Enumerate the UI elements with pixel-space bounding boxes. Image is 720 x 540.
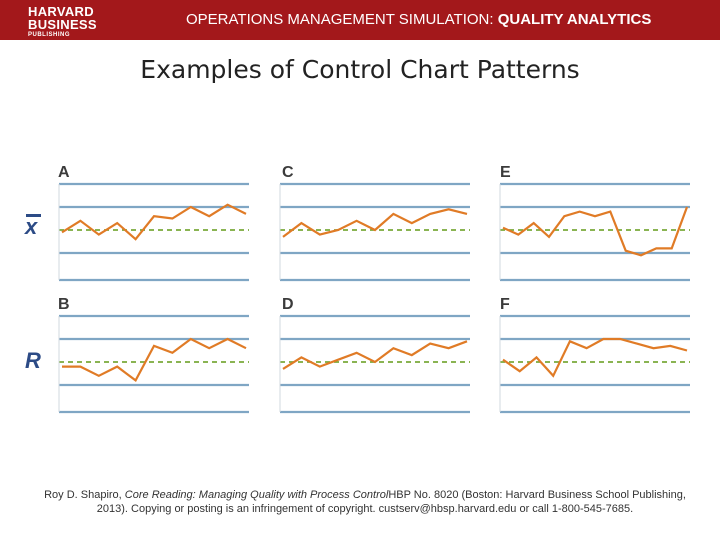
- header-title: OPERATIONS MANAGEMENT SIMULATION: QUALIT…: [186, 11, 651, 28]
- logo-line-2: BUSINESS: [28, 17, 97, 32]
- logo-line-3: PUBLISHING: [28, 32, 71, 38]
- panel-label-d: D: [282, 296, 294, 313]
- header-bar: HARVARD BUSINESS PUBLISHING OPERATIONS M…: [0, 0, 720, 40]
- footer-rest-line1: HBP No. 8020 (Boston: Harvard Business S…: [388, 489, 686, 501]
- footer-line2: 2013). Copying or posting is an infringe…: [96, 503, 634, 515]
- panel-d-series: [282, 340, 468, 370]
- slide-title: Examples of Control Chart Patterns: [140, 55, 580, 84]
- footer-citation: Roy D. Shapiro, Core Reading: Managing Q…: [40, 488, 690, 516]
- panel-e-series: [502, 206, 689, 257]
- footer-work-title: Core Reading: Managing Quality with Proc…: [124, 489, 389, 501]
- panel-label-f: F: [500, 296, 510, 313]
- panel-b-series: [62, 337, 247, 383]
- footer-author: Roy D. Shapiro,: [44, 489, 122, 501]
- logo-line-1: HARVARD: [28, 4, 94, 19]
- panel-label-c: C: [282, 164, 294, 181]
- harvard-business-publishing-logo[interactable]: HARVARD BUSINESS PUBLISHING: [28, 5, 97, 38]
- panel-label-e: E: [500, 164, 511, 181]
- header-title-bold: QUALITY ANALYTICS: [497, 11, 652, 28]
- panel-label-a: A: [58, 164, 70, 181]
- r-row-label: R: [25, 348, 41, 373]
- panel-label-b: B: [58, 296, 70, 313]
- x-bar-row-label: x: [25, 214, 42, 239]
- header-title-regular: OPERATIONS MANAGEMENT SIMULATION:: [186, 11, 494, 28]
- panel-c-series: [282, 208, 468, 238]
- panel-a-series: [61, 203, 247, 241]
- panel-f-series: [502, 337, 688, 378]
